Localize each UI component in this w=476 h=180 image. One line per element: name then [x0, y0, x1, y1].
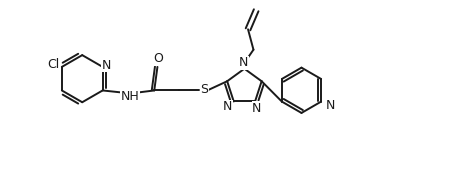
Text: NH: NH: [120, 90, 139, 103]
Text: N: N: [238, 56, 248, 69]
Text: N: N: [325, 99, 334, 112]
Text: S: S: [200, 84, 208, 96]
Text: Cl: Cl: [48, 58, 60, 71]
Text: N: N: [252, 102, 261, 115]
Text: O: O: [153, 52, 162, 65]
Text: N: N: [101, 58, 111, 72]
Text: N: N: [222, 100, 232, 113]
